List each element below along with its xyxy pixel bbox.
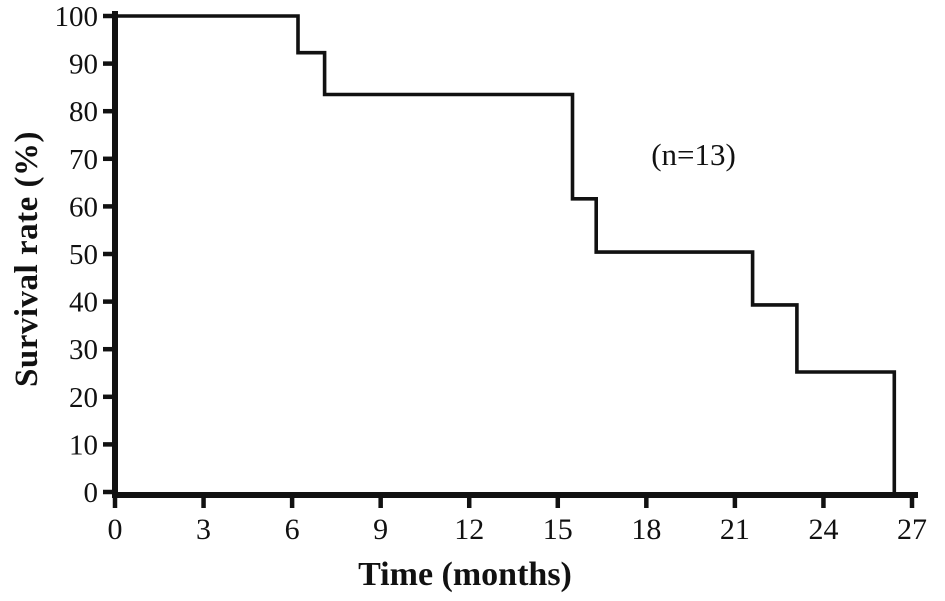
x-tick-label: 15	[543, 513, 573, 546]
x-tick-label: 9	[373, 513, 388, 546]
y-tick-label: 10	[69, 429, 98, 461]
y-tick-label: 60	[69, 191, 98, 223]
y-axis-title: Survival rate (%)	[9, 131, 45, 387]
x-tick-label: 18	[631, 513, 661, 546]
y-tick-label: 80	[69, 96, 98, 128]
y-tick-label: 20	[69, 382, 98, 414]
x-tick-label: 0	[108, 513, 123, 546]
y-tick-label: 40	[69, 287, 98, 319]
survival-curve	[115, 14, 897, 492]
y-tick-label: 30	[69, 334, 98, 366]
y-tick-label: 100	[55, 1, 99, 33]
y-tick-label: 0	[84, 477, 99, 509]
y-tick-label: 90	[69, 49, 98, 81]
y-tick-label: 50	[69, 239, 98, 271]
y-tick-label: 70	[69, 144, 98, 176]
x-tick-label: 24	[808, 513, 838, 546]
x-tick-label: 21	[720, 513, 750, 546]
x-axis-title: Time (months)	[358, 556, 572, 593]
x-tick-label: 12	[454, 513, 484, 546]
x-tick-label: 6	[285, 513, 300, 546]
x-tick-label: 3	[196, 513, 211, 546]
x-tick-label: 27	[897, 513, 927, 546]
sample-size-annotation: (n=13)	[651, 137, 736, 172]
